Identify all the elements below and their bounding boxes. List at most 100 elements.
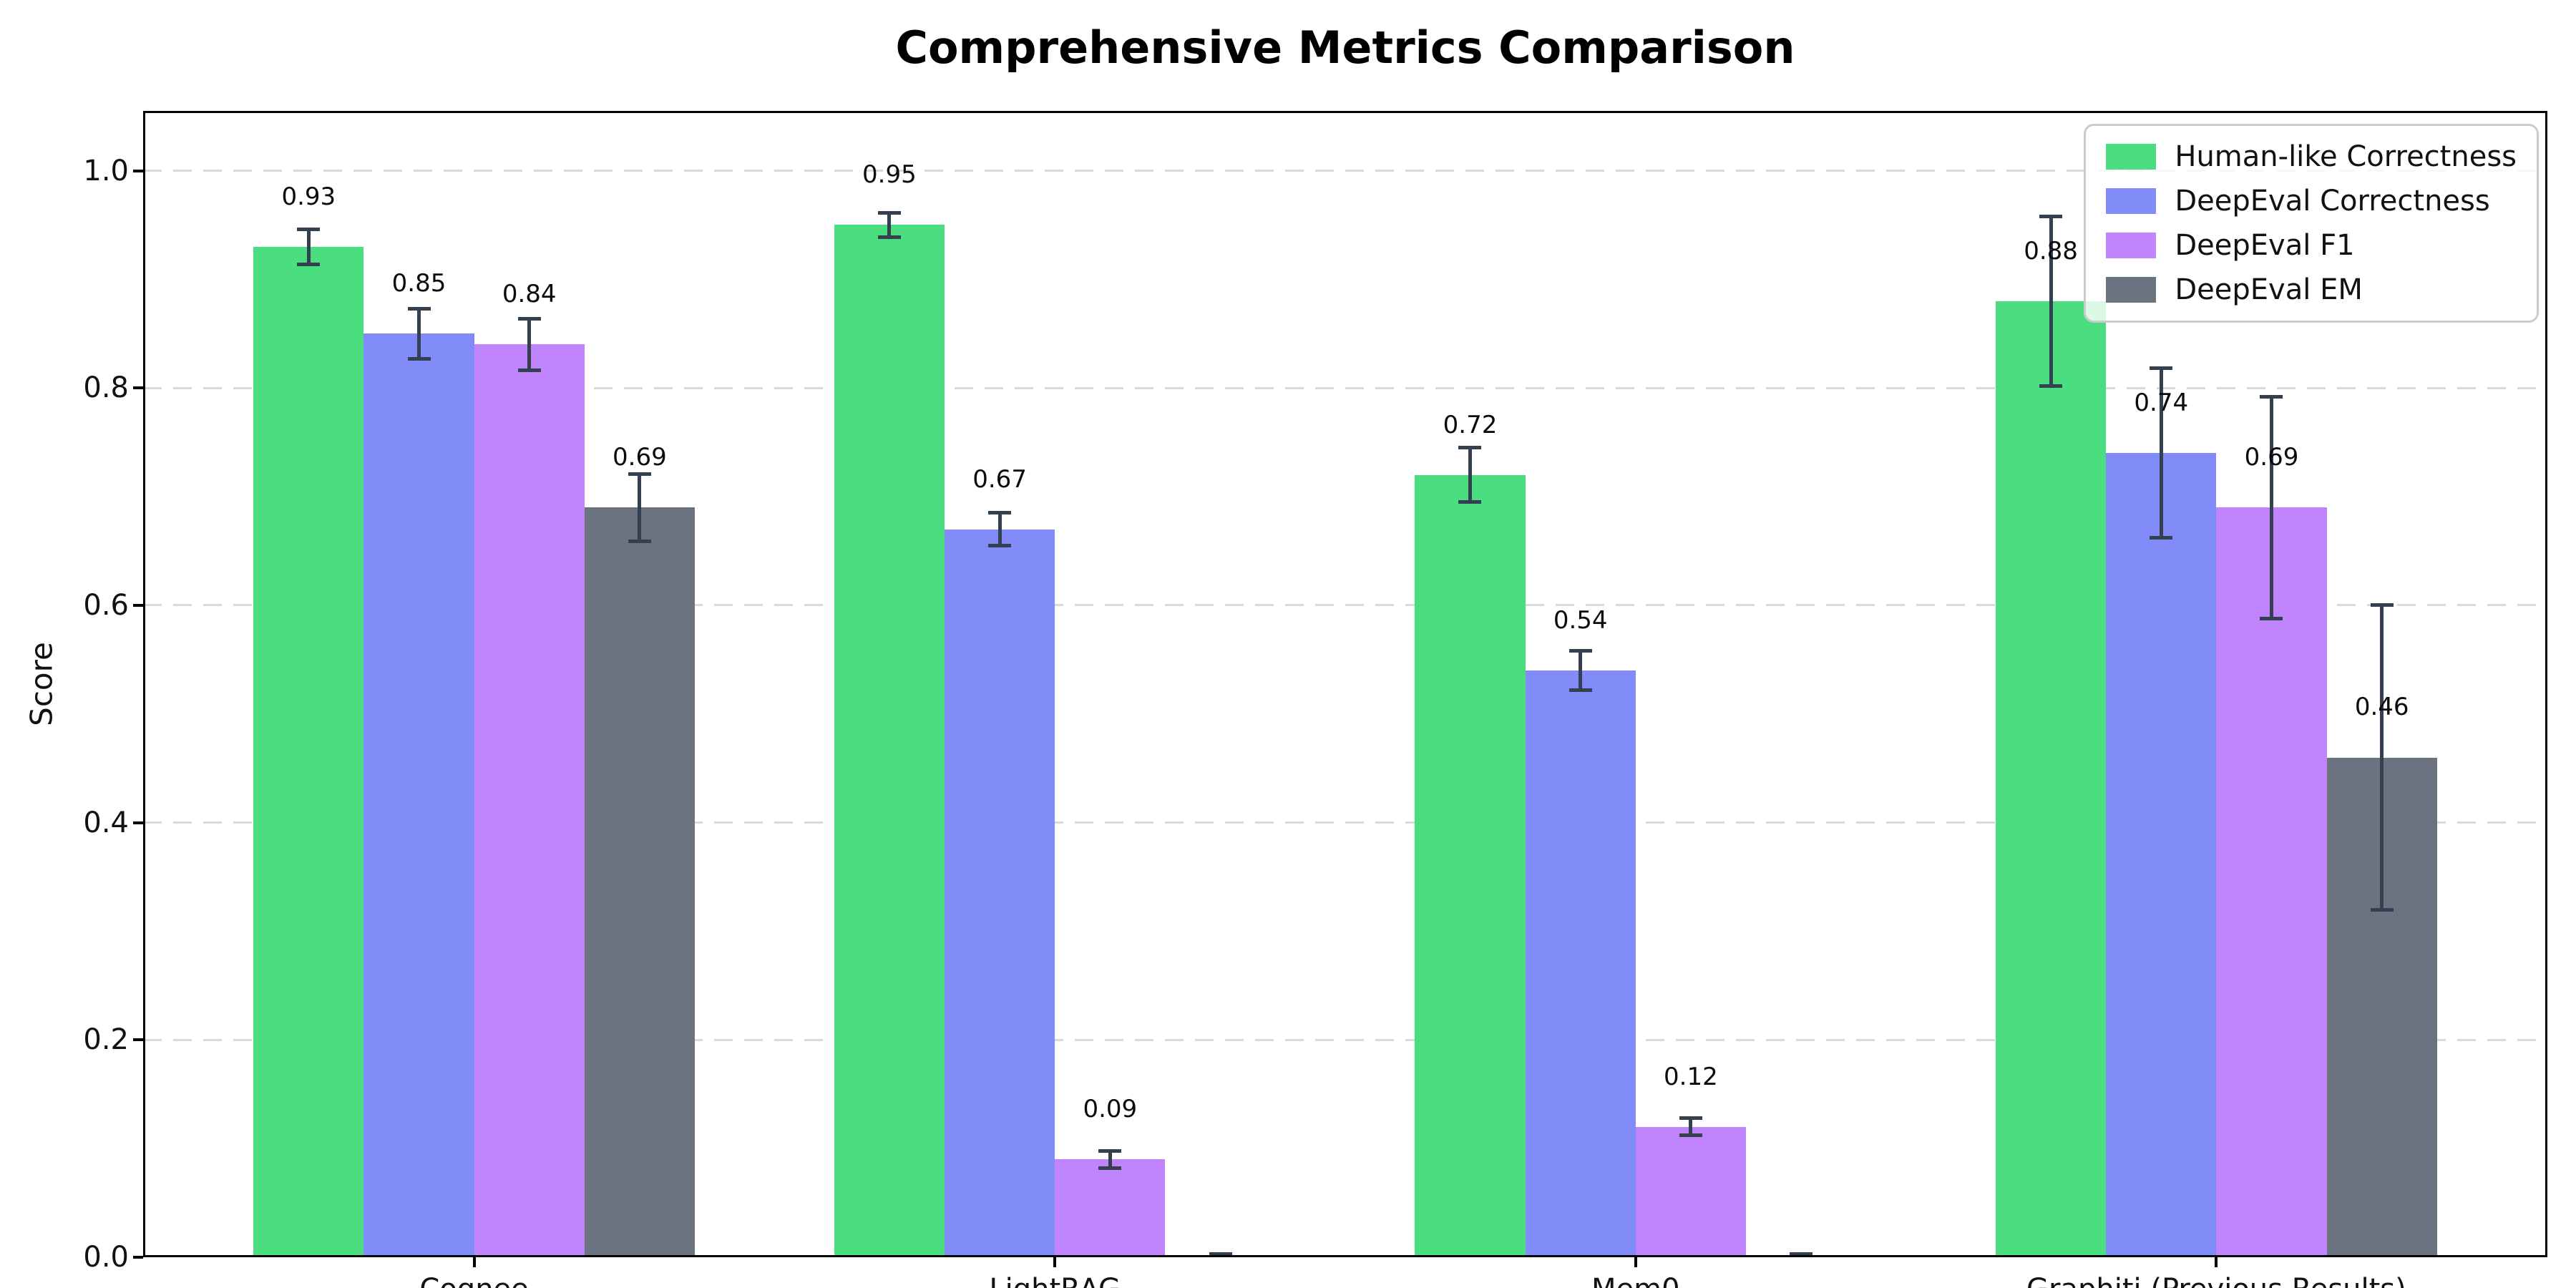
x-tick-mark [1053, 1257, 1057, 1267]
error-bar-line [997, 512, 1002, 546]
gridline-0.2 [143, 1038, 2547, 1041]
y-tick-mark [133, 386, 143, 390]
legend-entry: Human-like Correctness [2106, 140, 2517, 173]
legend-entry: DeepEval Correctness [2106, 185, 2517, 218]
error-bar-cap-top [988, 511, 1012, 515]
legend-swatch [2106, 144, 2157, 170]
error-bar-line [2269, 396, 2273, 619]
bar-value-label: 0.74 [2134, 389, 2189, 418]
error-bar-cap-bottom [1458, 500, 1482, 504]
bar-deepeval-f1-1 [1055, 1159, 1166, 1257]
x-tick-mark [472, 1257, 476, 1267]
bar-human-like-correctness-3 [1995, 301, 2107, 1257]
error-bar-cap-top [407, 306, 431, 311]
error-bar-cap-bottom [297, 262, 321, 266]
legend-label: DeepEval F1 [2175, 229, 2355, 262]
y-tick-mark [133, 169, 143, 172]
bar-value-label: 0.84 [502, 280, 557, 309]
legend-swatch [2106, 188, 2157, 214]
bar-value-label: 0.88 [2024, 236, 2078, 265]
plot-area: 0.93 0.95 0.72 0.88 0.85 0.67 0.54 0.74 0.84 0.09… [143, 111, 2547, 1257]
bar-human-like-correctness-2 [1415, 474, 1526, 1257]
bar-value-label: 0.93 [281, 182, 336, 211]
bar-value-label: 0.85 [391, 269, 447, 298]
gridline-0.6 [143, 604, 2547, 607]
error-bar-line [306, 229, 311, 265]
error-bar-cap-top [1568, 649, 1592, 653]
gridline-0.4 [143, 821, 2547, 824]
bar-deepeval-f1-2 [1635, 1126, 1746, 1257]
chart-title: Comprehensive Metrics Comparison [895, 21, 1795, 74]
bar-value-label: 0.54 [1553, 605, 1608, 635]
error-bar-cap-bottom [2039, 384, 2063, 388]
error-bar-cap-top [1790, 1252, 1813, 1256]
bar-value-label: 0.67 [972, 464, 1027, 494]
error-bar-cap-top [628, 472, 651, 476]
bar-value-label: 0.46 [2354, 693, 2409, 722]
error-bar-cap-bottom [407, 356, 431, 361]
error-bar-cap-top [297, 228, 321, 231]
bar-value-label: 0.69 [2244, 443, 2299, 472]
error-bar-cap-bottom [628, 539, 651, 543]
legend-swatch [2106, 233, 2157, 258]
y-tick-mark [133, 603, 143, 607]
error-bar-cap-bottom [1098, 1166, 1122, 1170]
error-bar-line [638, 474, 642, 542]
y-axis-label: Score [24, 642, 59, 726]
error-bar-cap-top [1679, 1116, 1702, 1121]
bar-value-label: 0.09 [1083, 1095, 1138, 1124]
bar-deepeval-em-0 [584, 507, 695, 1257]
error-bar-cap-bottom [2370, 907, 2394, 912]
y-tick-mark [133, 1256, 143, 1259]
legend-entry: DeepEval F1 [2106, 229, 2517, 262]
error-bar-line [2380, 605, 2384, 910]
x-tick-label: Graphiti (Previous Results) [2026, 1273, 2406, 1288]
bar-deepeval-correctness-2 [1525, 670, 1636, 1257]
error-bar-line [1108, 1151, 1112, 1169]
legend-label: DeepEval Correctness [2175, 185, 2490, 218]
bar-value-label: 0.95 [862, 160, 917, 190]
error-bar-cap-top [2150, 366, 2173, 371]
error-bar-cap-bottom [877, 235, 901, 239]
error-bar-cap-top [2260, 394, 2283, 399]
bar-deepeval-correctness-0 [364, 333, 474, 1257]
error-bar-line [887, 213, 892, 238]
error-bar-line [1689, 1118, 1693, 1136]
x-tick-label: Cognee [419, 1273, 528, 1288]
error-bar-line [1468, 447, 1472, 502]
bar-human-like-correctness-1 [834, 225, 945, 1257]
legend-swatch [2106, 277, 2157, 303]
bar-human-like-correctness-0 [253, 246, 364, 1257]
error-bar-cap-top [1458, 446, 1482, 450]
error-bar-line [2049, 216, 2053, 386]
error-bar-cap-bottom [517, 369, 541, 373]
error-bar-cap-bottom [988, 543, 1012, 547]
bar-deepeval-correctness-1 [945, 529, 1055, 1257]
bar-value-label: 0.12 [1664, 1062, 1718, 1091]
y-tick-label: 0.4 [83, 806, 129, 839]
x-tick-mark [1634, 1257, 1637, 1267]
legend-entry: DeepEval EM [2106, 273, 2517, 306]
y-tick-label: 0.0 [83, 1241, 129, 1274]
error-bar-line [527, 318, 532, 371]
error-bar-line [1579, 650, 1583, 691]
error-bar-cap-bottom [1568, 688, 1592, 692]
legend-label: DeepEval EM [2175, 273, 2363, 306]
bar-deepeval-correctness-3 [2106, 453, 2217, 1257]
error-bar-cap-top [877, 211, 901, 215]
error-bar-line [2159, 368, 2163, 538]
x-tick-mark [2215, 1257, 2218, 1267]
legend: Human-like Correctness DeepEval Correctne… [2084, 124, 2539, 323]
x-tick-label: Mem0 [1591, 1273, 1680, 1288]
y-tick-mark [133, 821, 143, 824]
error-bar-cap-top [517, 316, 541, 321]
y-tick-label: 0.2 [83, 1023, 129, 1057]
y-tick-mark [133, 1038, 143, 1042]
y-tick-label: 0.6 [83, 588, 129, 622]
y-tick-label: 1.0 [83, 154, 129, 187]
gridline-0.8 [143, 386, 2547, 389]
error-bar-cap-bottom [2150, 536, 2173, 540]
bar-value-label: 0.72 [1443, 410, 1498, 439]
bar-value-label: 0.69 [613, 443, 667, 472]
